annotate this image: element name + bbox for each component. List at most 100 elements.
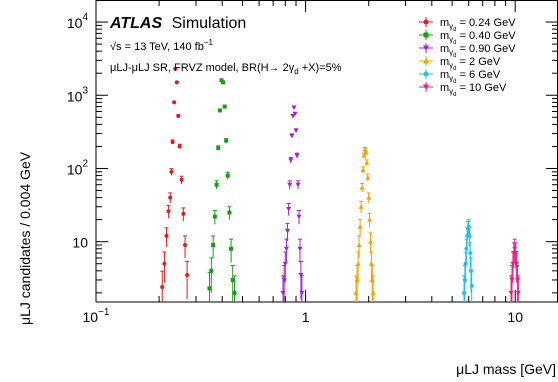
axis-ticks: 10−1 1 10 10 102 103 104 [67,0,558,325]
data-point [468,251,473,256]
legend-entry-3: mγd = 2 GeV [419,56,501,72]
data-point [222,104,227,109]
data-point [512,246,518,252]
legend-marker [423,71,429,77]
data-point [176,114,181,119]
legend-sub: γ [449,48,453,57]
x-tick-base: 10 [83,309,99,325]
data-point [174,80,179,85]
model-line: μLJ-μLJ SR, FRVZ model, BR(H→ 2γd +X)=5% [110,62,342,76]
data-point [164,233,169,238]
data-point [354,277,360,282]
data-point [185,273,190,278]
y-tick-exponent: 4 [82,12,88,23]
legend-label: mγd = 6 GeV [440,69,501,85]
legend-prefix: m [440,17,449,29]
legend-marker [423,58,429,64]
legend-prefix: m [440,69,449,81]
model-text: μLJ-μLJ SR, FRVZ model, BR(H→ 2γ [110,62,295,74]
model-tail: +X)=5% [299,62,342,74]
legend-subsub: d [453,40,456,46]
data-point [209,268,214,273]
x-tick-label: 10−1 [83,307,110,325]
data-point [216,146,221,151]
legend-prefix: m [440,82,449,94]
legend-subsub: d [453,27,456,33]
data-point [286,206,292,212]
data-point [467,233,472,238]
energy-text: √s = 13 TeV, 140 fb [110,41,204,53]
data-point [370,290,376,295]
legend-entry-0: mγd = 0.24 GeV [419,17,516,33]
series-3 [353,146,376,302]
data-point [282,261,288,267]
atlas-simulation: Simulation [172,15,247,32]
data-point [169,169,174,174]
data-point [181,211,186,216]
data-point [172,100,177,105]
legend-prefix: m [440,43,449,55]
data-point [229,246,234,251]
legend-prefix: m [440,30,449,42]
y-tick-label: 104 [67,12,89,31]
series-4 [462,219,474,302]
data-series [160,66,521,302]
legend-marker [423,19,429,25]
legend-entry-4: mγd = 6 GeV [419,69,501,85]
data-point [232,290,237,295]
data-point [293,128,299,134]
data-point [227,210,232,215]
data-point [289,133,295,139]
data-point [468,268,473,273]
data-point [297,246,303,252]
atlas-experiment: ATLAS [109,15,162,32]
data-point [214,182,219,187]
legend-value: = 2 GeV [457,56,501,68]
data-point [360,167,366,173]
data-point [514,277,520,283]
data-point [212,214,217,219]
legend-marker [423,32,429,38]
data-point [160,285,165,290]
y-tick-label: 102 [67,158,89,177]
data-point [469,283,474,288]
legend-subsub: d [453,79,456,85]
legend-sub: γ [449,87,453,96]
data-point [295,182,301,188]
series-0 [160,66,190,302]
data-point [508,290,514,296]
legend-value: = 10 GeV [457,82,508,94]
data-point [230,277,235,282]
data-point [287,182,293,188]
energy-line: √s = 13 TeV, 140 fb−1 [110,38,213,53]
x-tick-label: 10 [507,309,523,325]
legend-subsub: d [453,53,456,59]
data-point [367,217,373,222]
data-point [299,290,305,296]
legend-marker [423,45,429,51]
data-point [509,277,515,283]
legend-prefix: m [440,56,449,68]
y-tick-label: 103 [67,85,89,104]
series-1 [207,78,237,302]
data-point [225,173,230,178]
data-point [177,144,182,149]
data-point [368,261,374,266]
data-point [183,243,188,248]
x-tick-base: 1 [302,309,310,325]
legend-entry-2: mγd = 0.90 GeV [419,43,516,59]
data-point [219,78,224,83]
legend-entry-1: mγd = 0.40 GeV [419,30,516,46]
atlas-label: ATLAS Simulation [109,15,246,32]
data-point [290,114,296,119]
legend-value: = 0.24 GeV [457,17,517,29]
data-point [166,209,171,214]
legend-sub: γ [449,22,453,31]
data-point [462,277,467,282]
data-point [355,261,361,266]
data-point [162,261,167,266]
data-point [179,177,184,182]
data-point [294,153,300,159]
data-point [368,239,374,244]
